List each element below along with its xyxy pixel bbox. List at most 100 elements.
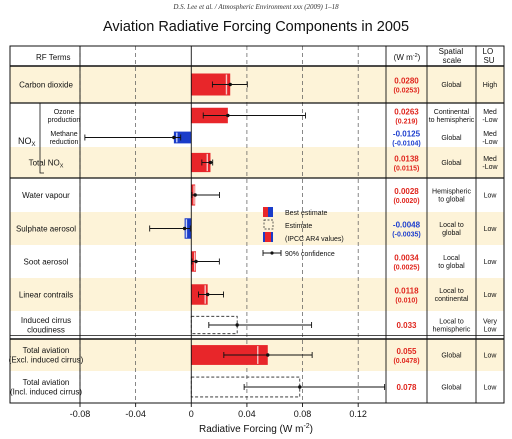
row-label-1: Ozone production	[48, 109, 81, 124]
row-shade-7	[10, 278, 504, 311]
ipcc-value-3: (0.0115)	[394, 166, 420, 173]
legend-ipcc-swatch-inner	[265, 232, 271, 242]
losu-10: Low	[484, 384, 498, 391]
point-9	[266, 353, 270, 357]
bar-3	[191, 152, 211, 173]
ipcc-value-1: (0.219)	[395, 119, 417, 126]
tick-label-3: 0.04	[238, 409, 256, 419]
ipcc-value-5: (-0.0035)	[392, 232, 420, 239]
legend-ipcc-label: (IPCC AR4 values)	[285, 236, 344, 243]
x-axis-label: Radiative Forcing (W m-2)	[199, 423, 313, 435]
chart-marks	[84, 46, 386, 403]
tick-label-4: 0.08	[294, 409, 312, 419]
legend-estimate-label: Estimate	[285, 223, 312, 230]
scale-9: Global	[441, 352, 462, 359]
scale-8: Local to hemispheric	[433, 318, 471, 333]
x-axis-ticks: -0.08 -0.04 0 0.04 0.08 0.12	[70, 403, 367, 419]
losu-9: Low	[484, 352, 498, 359]
tick-label-2: 0	[189, 409, 194, 419]
row-label-3: Total NOX	[29, 158, 64, 169]
point-4	[193, 193, 197, 197]
scale-7: Local to continental	[435, 288, 469, 303]
row-label-2: Methane reduction	[50, 131, 79, 146]
point-0	[228, 82, 232, 87]
scale-10: Global	[441, 384, 462, 391]
header-spatial-scale: Spatial scale	[439, 47, 466, 65]
point-5	[182, 226, 187, 231]
scale-4: Hemispheric to global	[432, 188, 471, 203]
losu-2: Med -Low	[482, 131, 498, 146]
value-6: 0.0034	[394, 254, 419, 263]
row-label-9: Total aviation (Excl. induced cirrus)	[9, 346, 84, 365]
point-2	[172, 135, 176, 140]
tick-label-1: -0.04	[125, 409, 146, 419]
row-shade-5	[10, 212, 504, 245]
row-label-0: Carbon dioxide	[19, 80, 73, 89]
value-5: -0.0048	[393, 221, 421, 230]
row-label-6: Soot aerosol	[24, 257, 69, 266]
scale-3: Global	[441, 160, 462, 167]
legend-estimate-swatch	[263, 219, 274, 230]
value-column: 0.0280 (0.0253) Global High 0.0263 (0.219) Con…	[392, 77, 498, 393]
ipcc-value-2: (-0.0104)	[392, 141, 420, 148]
scale-0: Global	[441, 82, 462, 89]
legend: Best estimate Estimate (IPCC AR4 values)…	[262, 207, 344, 258]
point-10	[298, 385, 302, 389]
ipcc-value-9: (0.0478)	[393, 358, 419, 365]
bar-0	[191, 73, 231, 96]
ipcc-value-7: (0.010)	[395, 298, 417, 305]
row-labels: Carbon dioxide Ozone production Methane redu…	[9, 80, 84, 396]
row-shade-0	[10, 66, 504, 103]
losu-8: Very Low	[483, 318, 498, 333]
legend-ci-dot	[270, 251, 274, 255]
row-label-7: Linear contrails	[19, 290, 73, 299]
outer-border	[9, 45, 505, 404]
header-rf-terms: RF Terms	[36, 53, 71, 62]
value-9: 0.055	[396, 347, 417, 356]
point-8	[235, 323, 239, 327]
row-shade-3	[10, 147, 504, 178]
value-10: 0.078	[396, 383, 417, 392]
scale-1: Continental to hemispheric	[429, 109, 475, 124]
row-label-10: Total aviation (Incl. induced cirrus)	[10, 378, 82, 397]
scale-2: Global	[441, 135, 462, 142]
losu-1: Med -Low	[482, 109, 498, 124]
point-7	[205, 292, 210, 297]
losu-6: Low	[484, 259, 498, 266]
value-4: 0.0028	[394, 187, 419, 196]
scale-6: Local to global	[438, 255, 465, 270]
losu-0: High	[483, 82, 498, 89]
point-6	[194, 259, 198, 264]
legend-best-label: Best estimate	[285, 210, 328, 217]
value-1: 0.0263	[394, 108, 419, 117]
scale-5: Local to global	[439, 222, 464, 237]
legend-best-swatch-neg	[268, 207, 273, 217]
row-label-4: Water vapour	[22, 191, 70, 200]
value-3: 0.0138	[394, 155, 419, 164]
nox-group-label: NOX	[18, 136, 36, 148]
table-frame	[9, 45, 505, 404]
legend-best-swatch-pos	[263, 207, 268, 217]
journal-citation: D.S. Lee et al. / Atmospheric Environmen…	[172, 3, 339, 11]
legend-confidence-label: 90% confidence	[285, 251, 335, 258]
point-1	[226, 113, 230, 118]
losu-5: Low	[484, 226, 498, 233]
tick-label-0: -0.08	[70, 409, 91, 419]
tick-label-5: 0.12	[349, 409, 367, 419]
losu-7: Low	[484, 292, 498, 299]
value-7: 0.0118	[394, 287, 419, 296]
ipcc-value-4: (0.0020)	[393, 198, 419, 205]
losu-4: Low	[484, 192, 498, 199]
value-2: -0.0125	[393, 130, 421, 139]
chart-title: Aviation Radiative Forcing Components in…	[103, 19, 409, 35]
bar-2	[173, 131, 192, 144]
header-losu: LO SU	[483, 47, 496, 65]
point-3	[208, 160, 213, 165]
losu-3: Med -Low	[482, 156, 498, 171]
row-label-5: Sulphate aerosol	[16, 224, 76, 233]
value-8: 0.033	[396, 321, 417, 330]
ipcc-value-6: (0.0025)	[393, 265, 419, 272]
header-units: (W m-2)	[394, 53, 421, 62]
